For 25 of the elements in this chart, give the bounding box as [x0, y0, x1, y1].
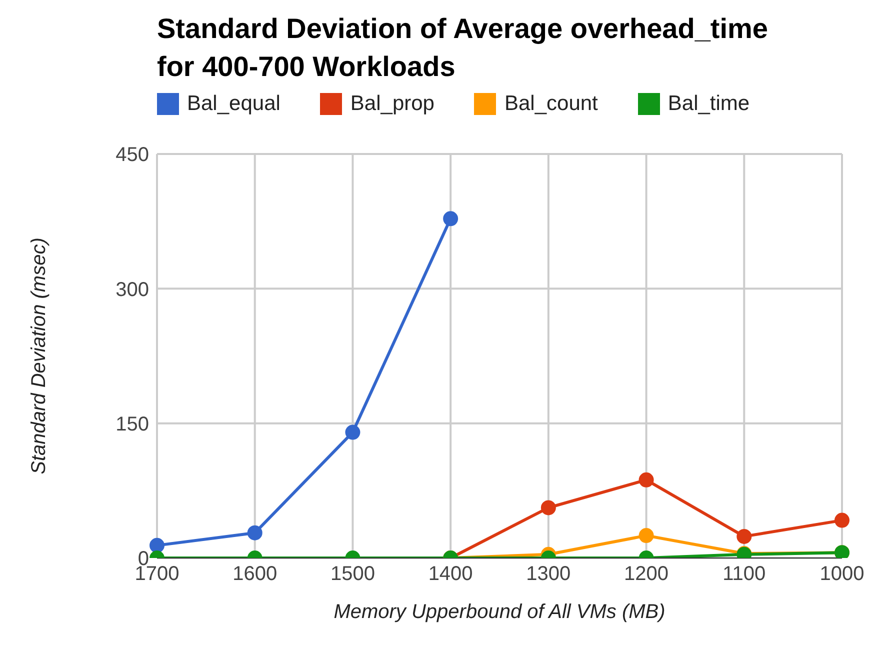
point	[247, 525, 262, 540]
legend-label: Bal_prop	[349, 92, 434, 116]
x-tick-label: 1600	[232, 563, 278, 586]
x-tick-label: 1400	[428, 563, 473, 586]
x-tick-label: 1000	[820, 563, 864, 586]
point	[540, 500, 556, 516]
point	[150, 538, 164, 553]
point	[834, 512, 850, 528]
x-axis-title: Memory Upperbound of All VMs (MB)	[334, 601, 666, 623]
point	[638, 472, 654, 488]
legend-label: Bal_time	[666, 92, 750, 116]
chart-title: Standard Deviation of Average overhead_time for 400-700 Workloads	[157, 12, 768, 84]
point	[736, 528, 752, 544]
y-tick-label: 150	[116, 413, 149, 436]
y-tick-label: 450	[116, 144, 149, 166]
legend-label: Bal_equal	[186, 92, 280, 116]
y-tick-label: 300	[116, 278, 149, 301]
x-tick-label: 1100	[722, 563, 766, 586]
y-axis-title: Standard Deviation (msec)	[28, 238, 50, 474]
x-tick-label: 1500	[330, 563, 375, 586]
point	[345, 424, 360, 440]
x-tick-label: 1300	[526, 563, 571, 586]
x-tick-label: 1200	[624, 563, 669, 586]
legend-label: Bal_count	[503, 92, 598, 116]
point	[638, 528, 654, 544]
